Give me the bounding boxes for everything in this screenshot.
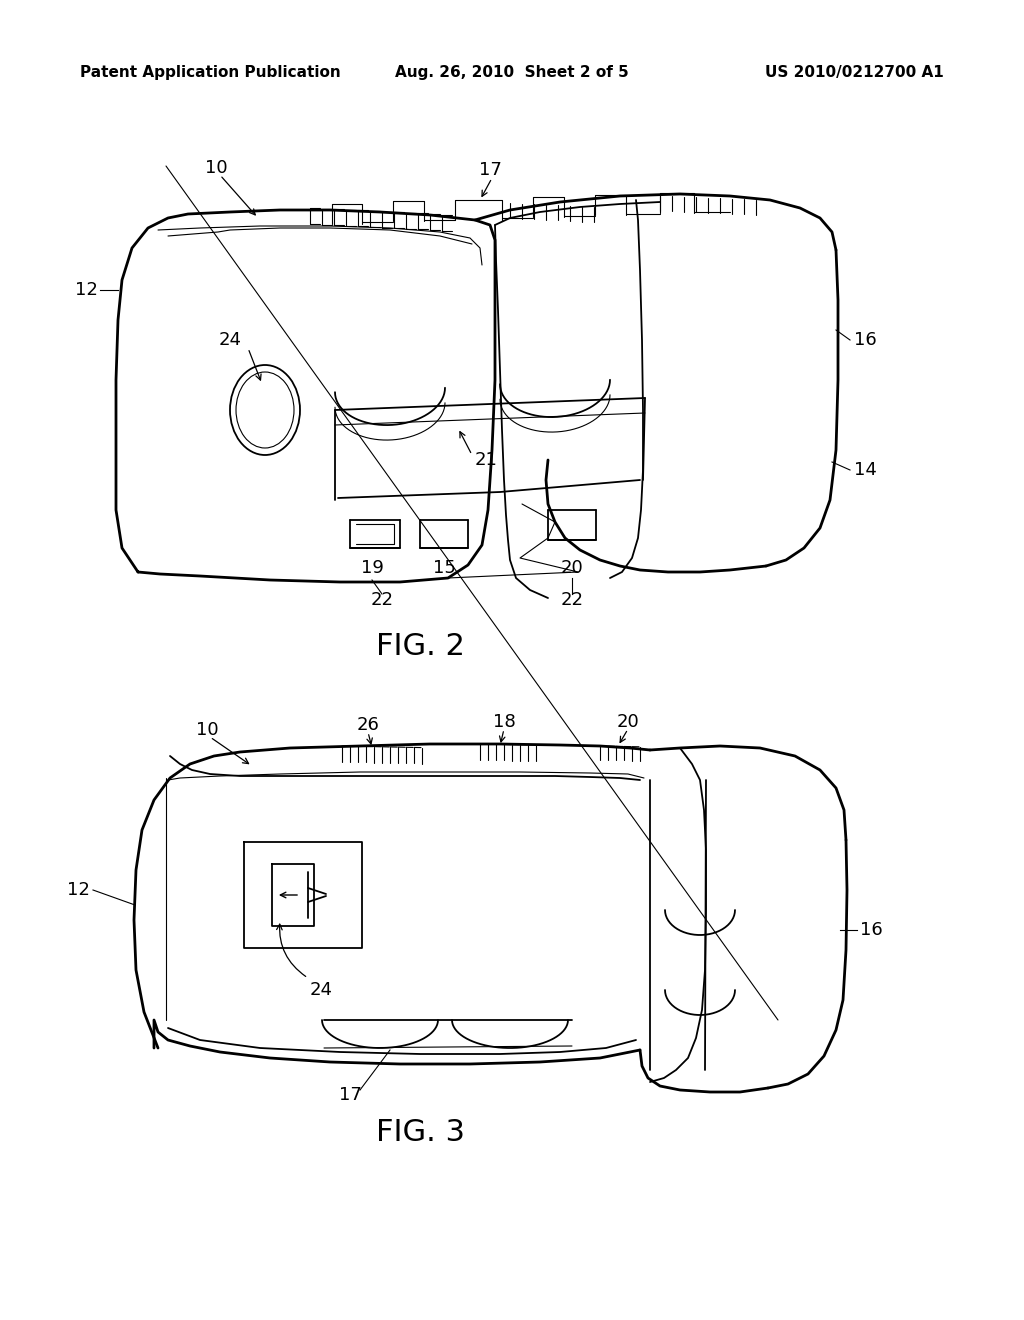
Text: 22: 22: [371, 591, 393, 609]
Text: 16: 16: [854, 331, 877, 348]
Text: 12: 12: [68, 880, 90, 899]
Text: 26: 26: [356, 715, 380, 734]
Text: 16: 16: [860, 921, 883, 939]
Text: 14: 14: [854, 461, 877, 479]
Text: 20: 20: [560, 558, 584, 577]
Text: US 2010/0212700 A1: US 2010/0212700 A1: [765, 65, 944, 79]
Text: 20: 20: [616, 713, 639, 731]
Text: FIG. 2: FIG. 2: [376, 632, 465, 661]
Text: 22: 22: [560, 591, 584, 609]
Text: 24: 24: [219, 331, 242, 348]
Text: 19: 19: [360, 558, 383, 577]
Text: 18: 18: [493, 713, 515, 731]
Text: FIG. 3: FIG. 3: [376, 1118, 465, 1147]
Text: 12: 12: [75, 281, 98, 300]
Text: 10: 10: [205, 158, 227, 177]
Text: 10: 10: [196, 721, 219, 739]
Text: 24: 24: [310, 981, 333, 999]
Text: 21: 21: [475, 451, 498, 469]
Text: 15: 15: [432, 558, 456, 577]
Text: 17: 17: [339, 1086, 361, 1104]
Text: 17: 17: [478, 161, 502, 180]
Text: Aug. 26, 2010  Sheet 2 of 5: Aug. 26, 2010 Sheet 2 of 5: [395, 65, 629, 79]
Text: Patent Application Publication: Patent Application Publication: [80, 65, 341, 79]
